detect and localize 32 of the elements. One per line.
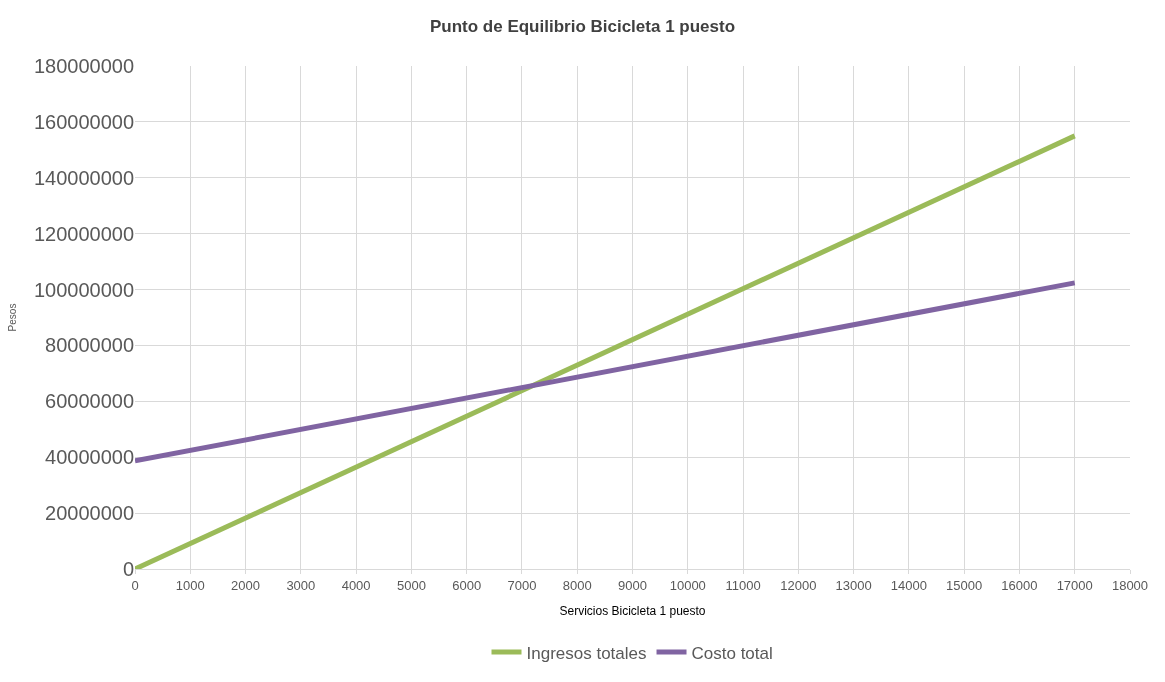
chart-title: Punto de Equilibrio Bicicleta 1 puesto [429, 17, 736, 37]
y-tick-label: 120000000 [33, 222, 134, 245]
x-tick-label: 12000 [780, 577, 817, 593]
x-tick-label: 10000 [669, 577, 706, 593]
y-axis-title: Pesos [6, 303, 18, 332]
y-tick-label: 100000000 [33, 278, 134, 301]
legend-label: Costo total [691, 643, 773, 663]
x-tick-label: 15000 [946, 577, 983, 593]
x-tick-label: 6000 [452, 577, 482, 593]
y-tick-label: 40000000 [45, 446, 134, 469]
x-tick-label: 11000 [725, 577, 761, 593]
y-tick-label: 20000000 [45, 502, 134, 525]
x-tick-label: 4000 [341, 577, 371, 593]
x-tick-label: 7000 [507, 577, 537, 593]
x-tick-label: 17000 [1056, 577, 1093, 593]
y-tick-label: 160000000 [33, 110, 134, 133]
legend-label: Ingresos totales [526, 643, 647, 663]
x-tick-label: 13000 [835, 577, 872, 593]
y-tick-label: 180000000 [33, 55, 134, 77]
x-tick-label: 18000 [1111, 577, 1149, 593]
x-tick-label: 3000 [286, 577, 316, 593]
x-tick-label: 5000 [396, 577, 426, 593]
y-tick-label: 140000000 [33, 166, 134, 189]
x-axis-title: Servicios Bicicleta 1 puesto [559, 604, 706, 619]
x-tick-label: 16000 [1001, 577, 1038, 593]
x-tick-label: 2000 [231, 577, 261, 593]
y-tick-label: 60000000 [45, 390, 134, 413]
x-tick-label: 9000 [618, 577, 647, 593]
y-tick-label: 80000000 [45, 334, 134, 357]
x-tick-label: 8000 [562, 577, 592, 593]
x-tick-label: 1000 [175, 577, 205, 593]
x-tick-label: 14000 [890, 577, 927, 593]
